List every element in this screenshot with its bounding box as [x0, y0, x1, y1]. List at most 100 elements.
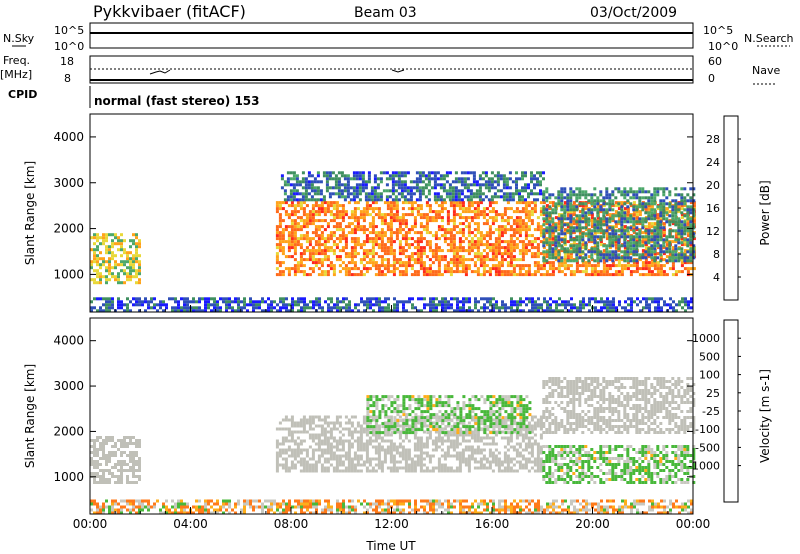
data-cell [521, 174, 524, 178]
data-cell [284, 213, 288, 217]
data-cell [449, 273, 453, 277]
data-cell [579, 300, 582, 304]
data-cell [506, 273, 510, 277]
data-cell [551, 270, 555, 274]
data-cell [690, 300, 693, 304]
data-cell [449, 228, 453, 232]
data-cell [138, 457, 141, 460]
data-cell [409, 198, 413, 202]
data-cell [398, 249, 402, 253]
data-cell [195, 309, 198, 313]
data-cell [463, 171, 467, 175]
data-cell [569, 264, 573, 268]
data-cell [323, 243, 327, 247]
data-cell [374, 445, 378, 449]
data-cell [237, 309, 240, 313]
data-cell [554, 223, 558, 227]
data-cell [102, 469, 105, 472]
data-cell [326, 424, 330, 428]
data-cell [309, 300, 312, 304]
data-cell [120, 463, 123, 466]
data-cell [410, 243, 414, 247]
data-cell [371, 261, 375, 265]
data-cell [385, 195, 389, 199]
data-cell [593, 247, 597, 251]
data-cell [512, 234, 516, 238]
data-cell [320, 469, 324, 473]
data-cell [451, 186, 455, 190]
data-cell [300, 300, 303, 304]
data-cell [344, 243, 348, 247]
data-cell [311, 222, 315, 226]
data-cell [311, 252, 315, 256]
data-cell [623, 214, 627, 218]
data-cell [487, 180, 491, 184]
data-cell [611, 199, 615, 203]
data-cell [508, 192, 512, 196]
data-cell [332, 204, 336, 208]
data-cell [409, 192, 413, 196]
data-cell [614, 246, 618, 250]
data-cell [578, 247, 582, 251]
data-cell [575, 267, 579, 271]
data-cell [632, 205, 636, 209]
data-cell [469, 171, 473, 175]
data-cell [617, 207, 621, 211]
data-cell [449, 249, 453, 253]
data-cell [542, 196, 546, 200]
data-cell [380, 249, 384, 253]
data-cell [430, 186, 434, 190]
data-cell [692, 187, 696, 191]
data-cell [689, 241, 693, 245]
data-cell [678, 303, 681, 307]
data-cell [650, 258, 654, 262]
data-cell [370, 195, 374, 199]
data-cell [519, 300, 522, 304]
data-cell [527, 183, 530, 187]
data-cell [377, 216, 381, 220]
data-cell [367, 198, 371, 202]
data-cell [482, 270, 486, 274]
data-cell [692, 216, 696, 220]
data-cell [566, 240, 570, 244]
data-cell [424, 183, 428, 187]
data-cell [515, 189, 518, 193]
data-cell [572, 250, 576, 254]
data-cell [596, 241, 600, 245]
data-cell [376, 186, 380, 190]
data-cell [195, 306, 198, 310]
data-cell [317, 261, 321, 265]
data-cell [90, 300, 93, 304]
data-cell [313, 198, 317, 202]
data-cell [683, 256, 687, 260]
data-cell [296, 270, 300, 274]
data-cell [292, 186, 296, 190]
data-cell [303, 309, 306, 313]
data-cell [596, 231, 600, 235]
data-cell [644, 196, 648, 200]
data-cell [542, 246, 546, 250]
data-cell [608, 213, 612, 217]
data-cell [635, 267, 639, 271]
data-cell [434, 255, 438, 259]
data-cell [275, 451, 279, 455]
data-cell [647, 247, 651, 251]
data-cell [105, 436, 108, 439]
data-cell [362, 264, 366, 268]
data-cell [362, 240, 366, 244]
data-cell [360, 300, 363, 304]
data-cell [512, 210, 516, 214]
data-cell [461, 249, 465, 253]
data-cell [307, 192, 311, 196]
data-cell [436, 195, 440, 199]
data-cell [530, 210, 534, 214]
data-cell [539, 213, 543, 217]
data-cell [383, 273, 387, 277]
data-cell [545, 222, 549, 226]
data-cell [323, 270, 327, 274]
data-cell [362, 252, 366, 256]
data-cell [338, 460, 342, 464]
data-cell [566, 231, 570, 235]
data-cell [605, 247, 609, 251]
data-cell [286, 183, 290, 187]
